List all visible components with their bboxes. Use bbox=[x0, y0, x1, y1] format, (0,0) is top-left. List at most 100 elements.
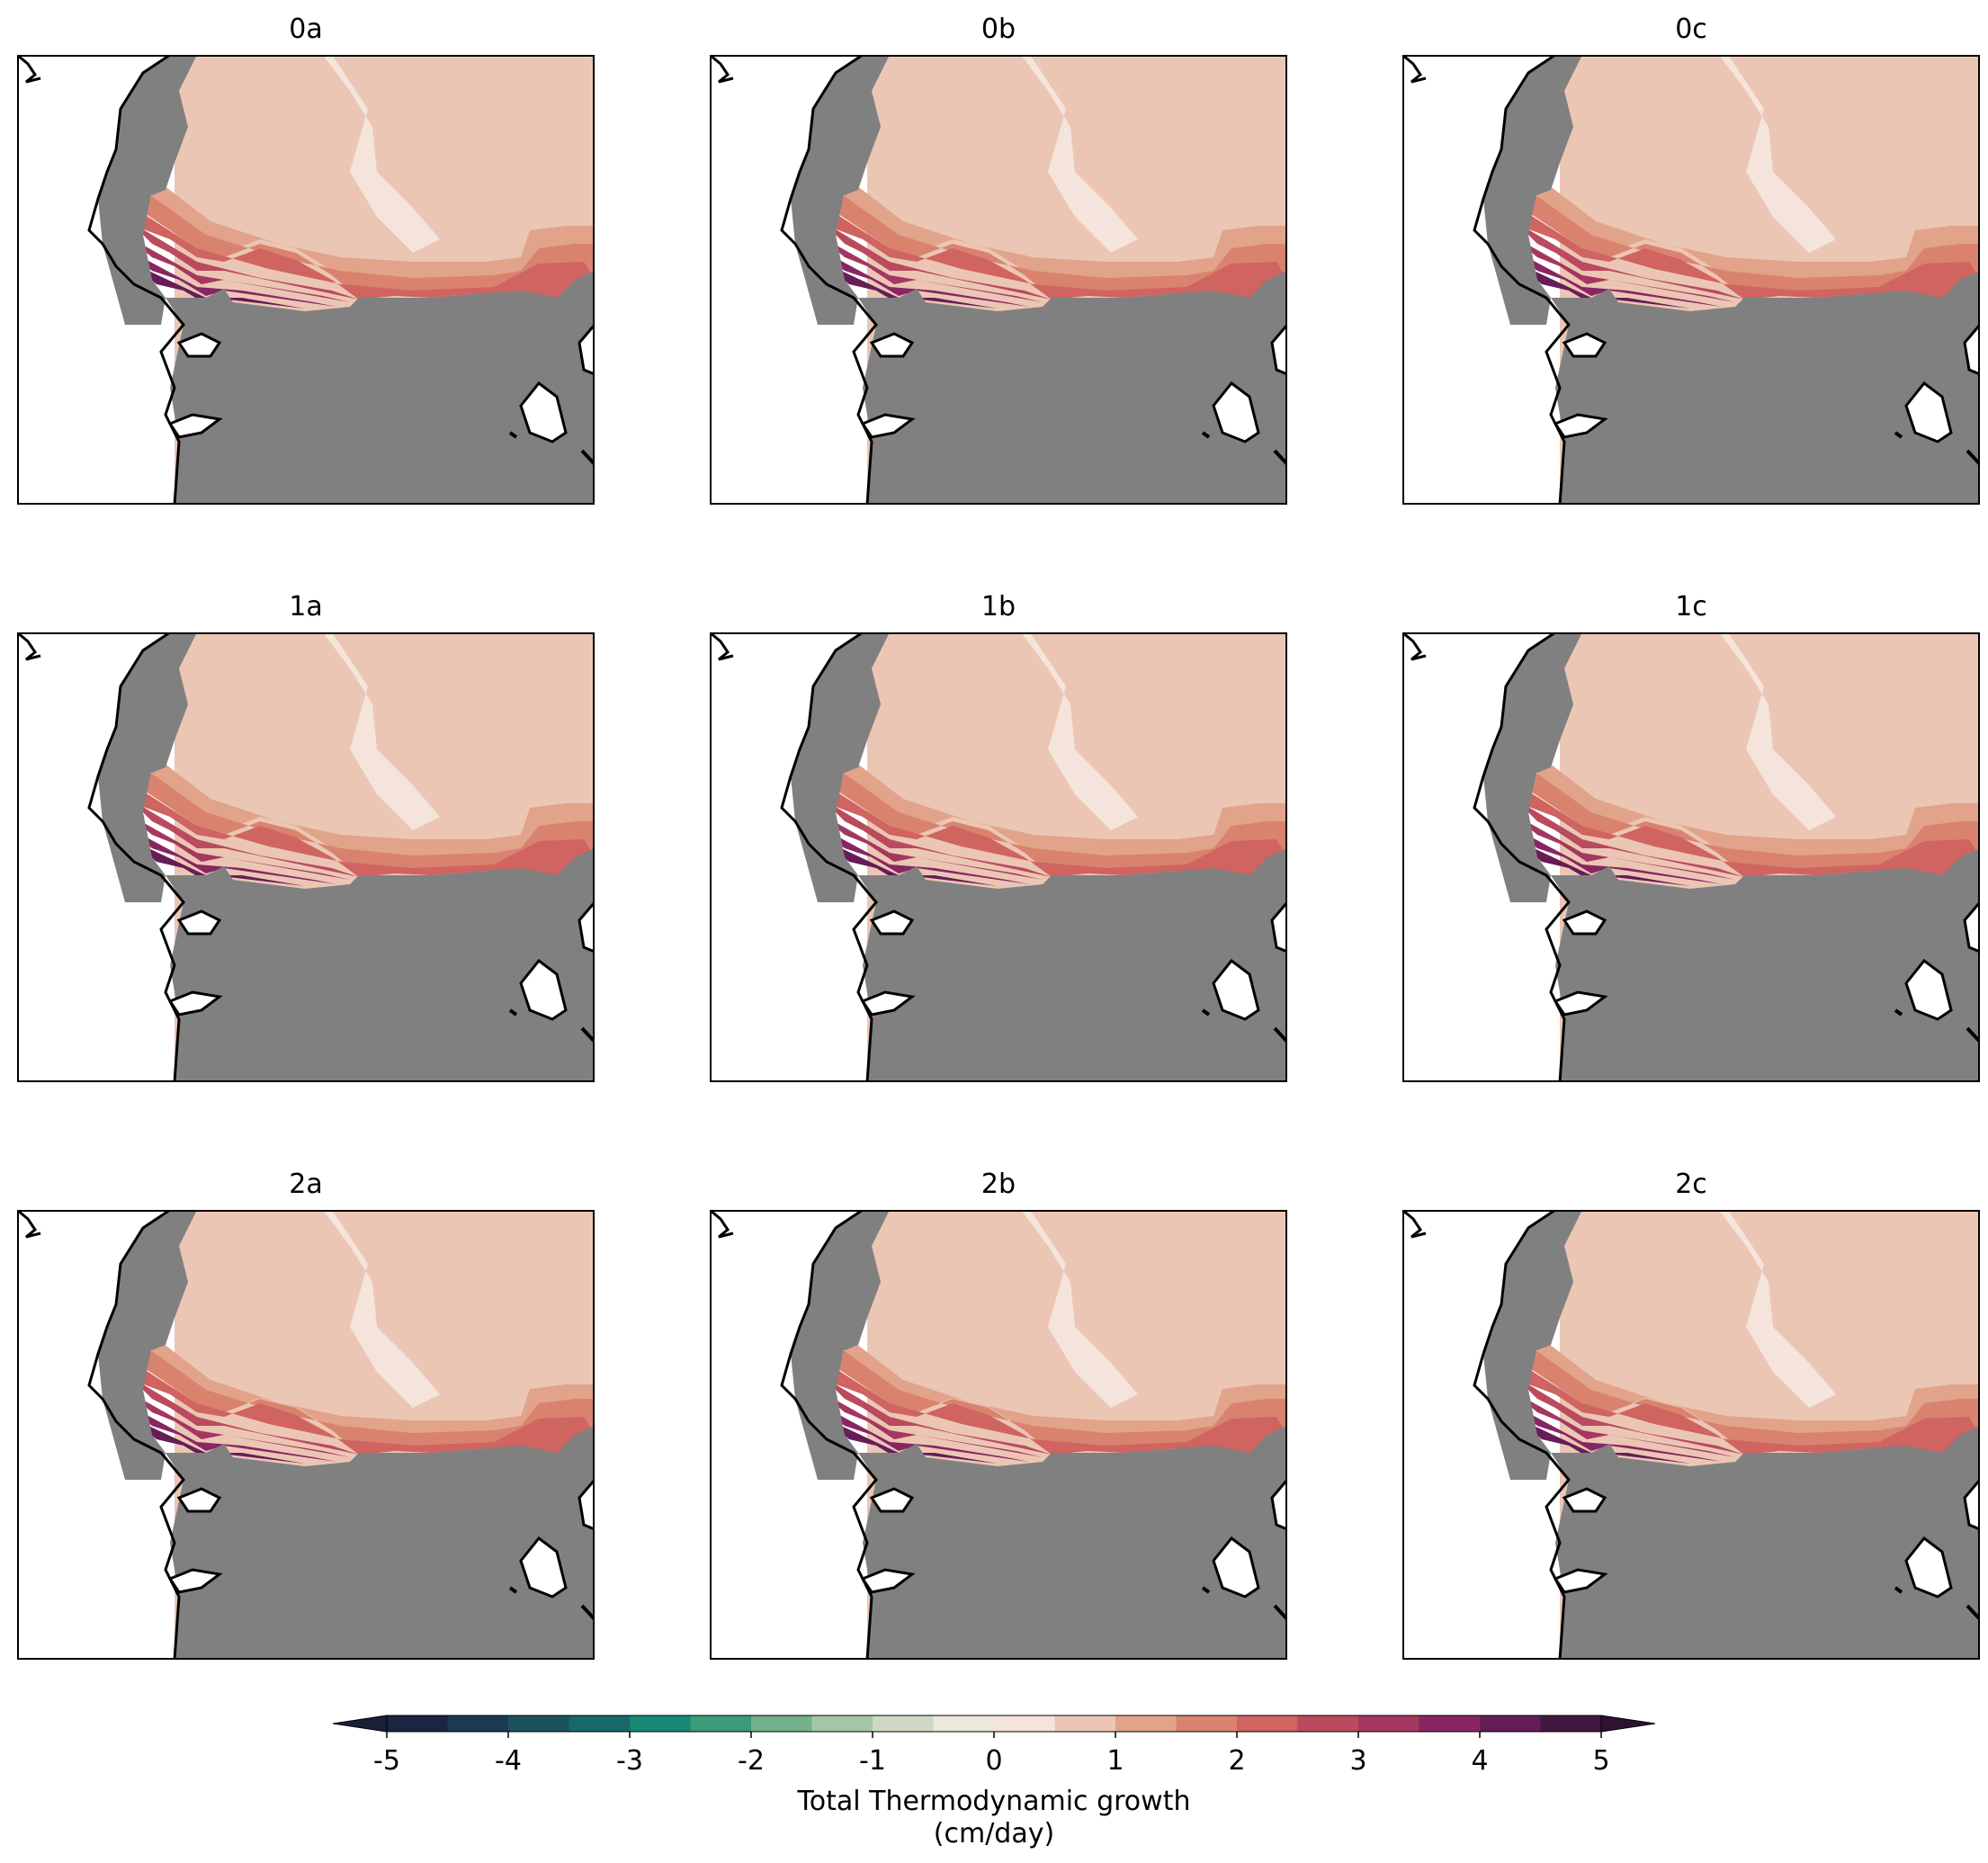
map-panel: 2b bbox=[710, 1169, 1287, 1660]
island bbox=[1963, 900, 1980, 954]
contour-band bbox=[152, 754, 595, 873]
contour-band bbox=[1537, 1335, 1980, 1455]
land-mask bbox=[1483, 149, 1551, 325]
map-plot bbox=[1402, 632, 1980, 1082]
map-panel: 1c bbox=[1402, 591, 1980, 1082]
coast-segment bbox=[1273, 1604, 1287, 1621]
colorbar-segment bbox=[1054, 1715, 1116, 1732]
land-mass bbox=[858, 1426, 1287, 1660]
land-mask bbox=[791, 1304, 858, 1480]
coastline bbox=[1473, 55, 1571, 505]
map-plot bbox=[17, 55, 595, 505]
land-mask bbox=[791, 727, 858, 902]
contour-band bbox=[134, 1363, 595, 1455]
colorbar-segment bbox=[933, 1715, 995, 1732]
island bbox=[1212, 1536, 1260, 1599]
island bbox=[1562, 909, 1607, 936]
land-mask bbox=[116, 55, 197, 199]
contour-band bbox=[1519, 1363, 1980, 1455]
map-plot bbox=[710, 632, 1287, 1082]
colorbar-tick-label: 5 bbox=[1592, 1745, 1610, 1777]
island bbox=[1270, 322, 1287, 376]
land-mass bbox=[166, 1426, 595, 1660]
panel-title: 0a bbox=[289, 13, 323, 45]
map-plot bbox=[17, 632, 595, 1082]
colorbar-segment bbox=[1540, 1715, 1602, 1732]
land-mask bbox=[98, 149, 166, 325]
contour-band bbox=[1571, 632, 1836, 830]
coastline bbox=[1402, 632, 1427, 661]
island bbox=[869, 332, 915, 358]
contour-band bbox=[873, 632, 1138, 830]
contour-band bbox=[827, 785, 1287, 877]
island bbox=[1553, 413, 1608, 439]
contour-band bbox=[845, 176, 1287, 296]
contour-band bbox=[1519, 785, 1980, 877]
colorbar-segment bbox=[811, 1715, 873, 1732]
colorbar-units: (cm/day) bbox=[933, 1818, 1055, 1850]
map-panel: 2c bbox=[1402, 1169, 1980, 1660]
colorbar-tick-label: 1 bbox=[1106, 1745, 1124, 1777]
contour-band bbox=[845, 1335, 1287, 1455]
map-panel: 0a bbox=[17, 13, 595, 505]
island bbox=[1904, 1536, 1953, 1599]
coast-segment bbox=[1273, 1026, 1287, 1043]
coast-segment bbox=[1273, 449, 1287, 466]
map-frame bbox=[17, 55, 595, 505]
coast-segment bbox=[580, 449, 595, 466]
land-mass bbox=[858, 848, 1287, 1082]
island bbox=[519, 381, 568, 443]
land-mask bbox=[98, 727, 166, 902]
map-frame bbox=[710, 1210, 1287, 1660]
coast-segment bbox=[1966, 449, 1980, 466]
coastline bbox=[710, 55, 734, 84]
map-plot bbox=[17, 1210, 595, 1660]
colorbar-segment bbox=[508, 1715, 569, 1732]
contour-band bbox=[827, 1363, 1287, 1455]
land-mask bbox=[116, 632, 197, 776]
land-mass bbox=[858, 271, 1287, 505]
island bbox=[869, 1487, 915, 1513]
colorbar-tick-label: 3 bbox=[1349, 1745, 1367, 1777]
island bbox=[578, 322, 595, 376]
map-plot bbox=[1402, 1210, 1980, 1660]
island bbox=[1904, 958, 1953, 1021]
contour-band bbox=[845, 754, 1287, 873]
panel-title: 0c bbox=[1675, 13, 1707, 45]
colorbar-segment bbox=[751, 1715, 812, 1732]
colorbar-tick-label: -3 bbox=[616, 1745, 643, 1777]
land-mass bbox=[1551, 848, 1980, 1082]
coast-segment bbox=[1966, 1604, 1980, 1621]
map-panel: 0b bbox=[710, 13, 1287, 505]
map-panel: 0c bbox=[1402, 13, 1980, 505]
island bbox=[1553, 1568, 1608, 1594]
contour-band bbox=[175, 55, 440, 253]
contour-band bbox=[1571, 55, 1836, 253]
colorbar-segment bbox=[630, 1715, 691, 1732]
island bbox=[519, 1536, 568, 1599]
island bbox=[860, 413, 916, 439]
land-mask bbox=[98, 1304, 166, 1480]
island bbox=[1212, 958, 1260, 1021]
coastline bbox=[17, 632, 41, 661]
colorbar-segment bbox=[1176, 1715, 1238, 1732]
colorbar-tick-label: -1 bbox=[859, 1745, 886, 1777]
map-frame bbox=[17, 1210, 595, 1660]
coast-segment bbox=[1201, 431, 1211, 439]
coastline bbox=[1402, 1210, 1427, 1239]
colorbar-segment bbox=[447, 1715, 509, 1732]
coastline bbox=[87, 1210, 185, 1660]
island bbox=[167, 990, 223, 1017]
panel-title: 1b bbox=[981, 591, 1016, 622]
coast-segment bbox=[580, 1604, 595, 1621]
land-mask bbox=[1483, 1304, 1551, 1480]
coastline bbox=[87, 55, 185, 505]
colorbar-segment bbox=[1297, 1715, 1359, 1732]
colorbar-segment bbox=[1419, 1715, 1481, 1732]
coast-segment bbox=[580, 1026, 595, 1043]
island bbox=[578, 900, 595, 954]
land-mass bbox=[1551, 1426, 1980, 1660]
colorbar-label: Total Thermodynamic growth bbox=[797, 1786, 1191, 1817]
contour-band bbox=[873, 1210, 1138, 1408]
contour-band bbox=[827, 208, 1287, 300]
